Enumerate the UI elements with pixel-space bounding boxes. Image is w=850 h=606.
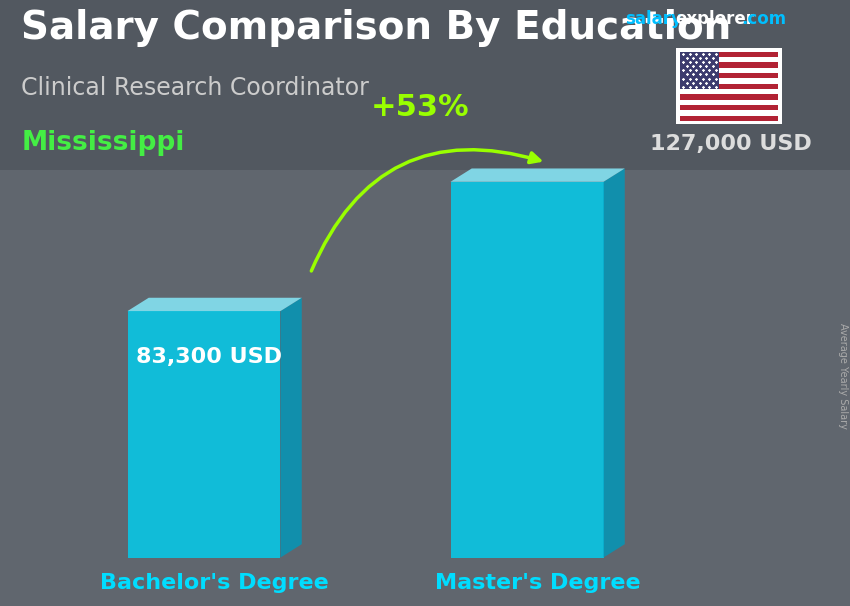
Polygon shape xyxy=(280,298,302,558)
FancyBboxPatch shape xyxy=(680,110,778,116)
Text: Master's Degree: Master's Degree xyxy=(435,573,640,593)
Text: explorer: explorer xyxy=(676,10,755,28)
Polygon shape xyxy=(450,182,604,558)
FancyBboxPatch shape xyxy=(680,62,778,68)
FancyBboxPatch shape xyxy=(680,78,778,84)
FancyBboxPatch shape xyxy=(680,89,778,95)
FancyBboxPatch shape xyxy=(680,68,778,73)
Polygon shape xyxy=(450,168,625,182)
Text: 127,000 USD: 127,000 USD xyxy=(650,134,812,155)
Text: Salary Comparison By Education: Salary Comparison By Education xyxy=(21,9,732,47)
Text: Clinical Research Coordinator: Clinical Research Coordinator xyxy=(21,76,369,100)
FancyBboxPatch shape xyxy=(680,52,778,57)
Polygon shape xyxy=(128,298,302,311)
FancyBboxPatch shape xyxy=(680,95,778,100)
FancyBboxPatch shape xyxy=(680,84,778,89)
Text: .com: .com xyxy=(741,10,786,28)
Text: +53%: +53% xyxy=(371,93,469,122)
Text: 83,300 USD: 83,300 USD xyxy=(136,347,282,367)
FancyBboxPatch shape xyxy=(680,52,719,89)
FancyBboxPatch shape xyxy=(680,105,778,110)
FancyBboxPatch shape xyxy=(0,0,850,170)
Polygon shape xyxy=(128,311,280,558)
FancyBboxPatch shape xyxy=(680,100,778,105)
FancyBboxPatch shape xyxy=(676,48,782,124)
FancyBboxPatch shape xyxy=(680,116,778,121)
Text: salary: salary xyxy=(625,10,682,28)
Text: Bachelor's Degree: Bachelor's Degree xyxy=(100,573,329,593)
Text: Average Yearly Salary: Average Yearly Salary xyxy=(838,323,848,428)
FancyBboxPatch shape xyxy=(680,73,778,78)
FancyBboxPatch shape xyxy=(680,57,778,62)
Text: Mississippi: Mississippi xyxy=(21,130,184,156)
Polygon shape xyxy=(604,168,625,558)
